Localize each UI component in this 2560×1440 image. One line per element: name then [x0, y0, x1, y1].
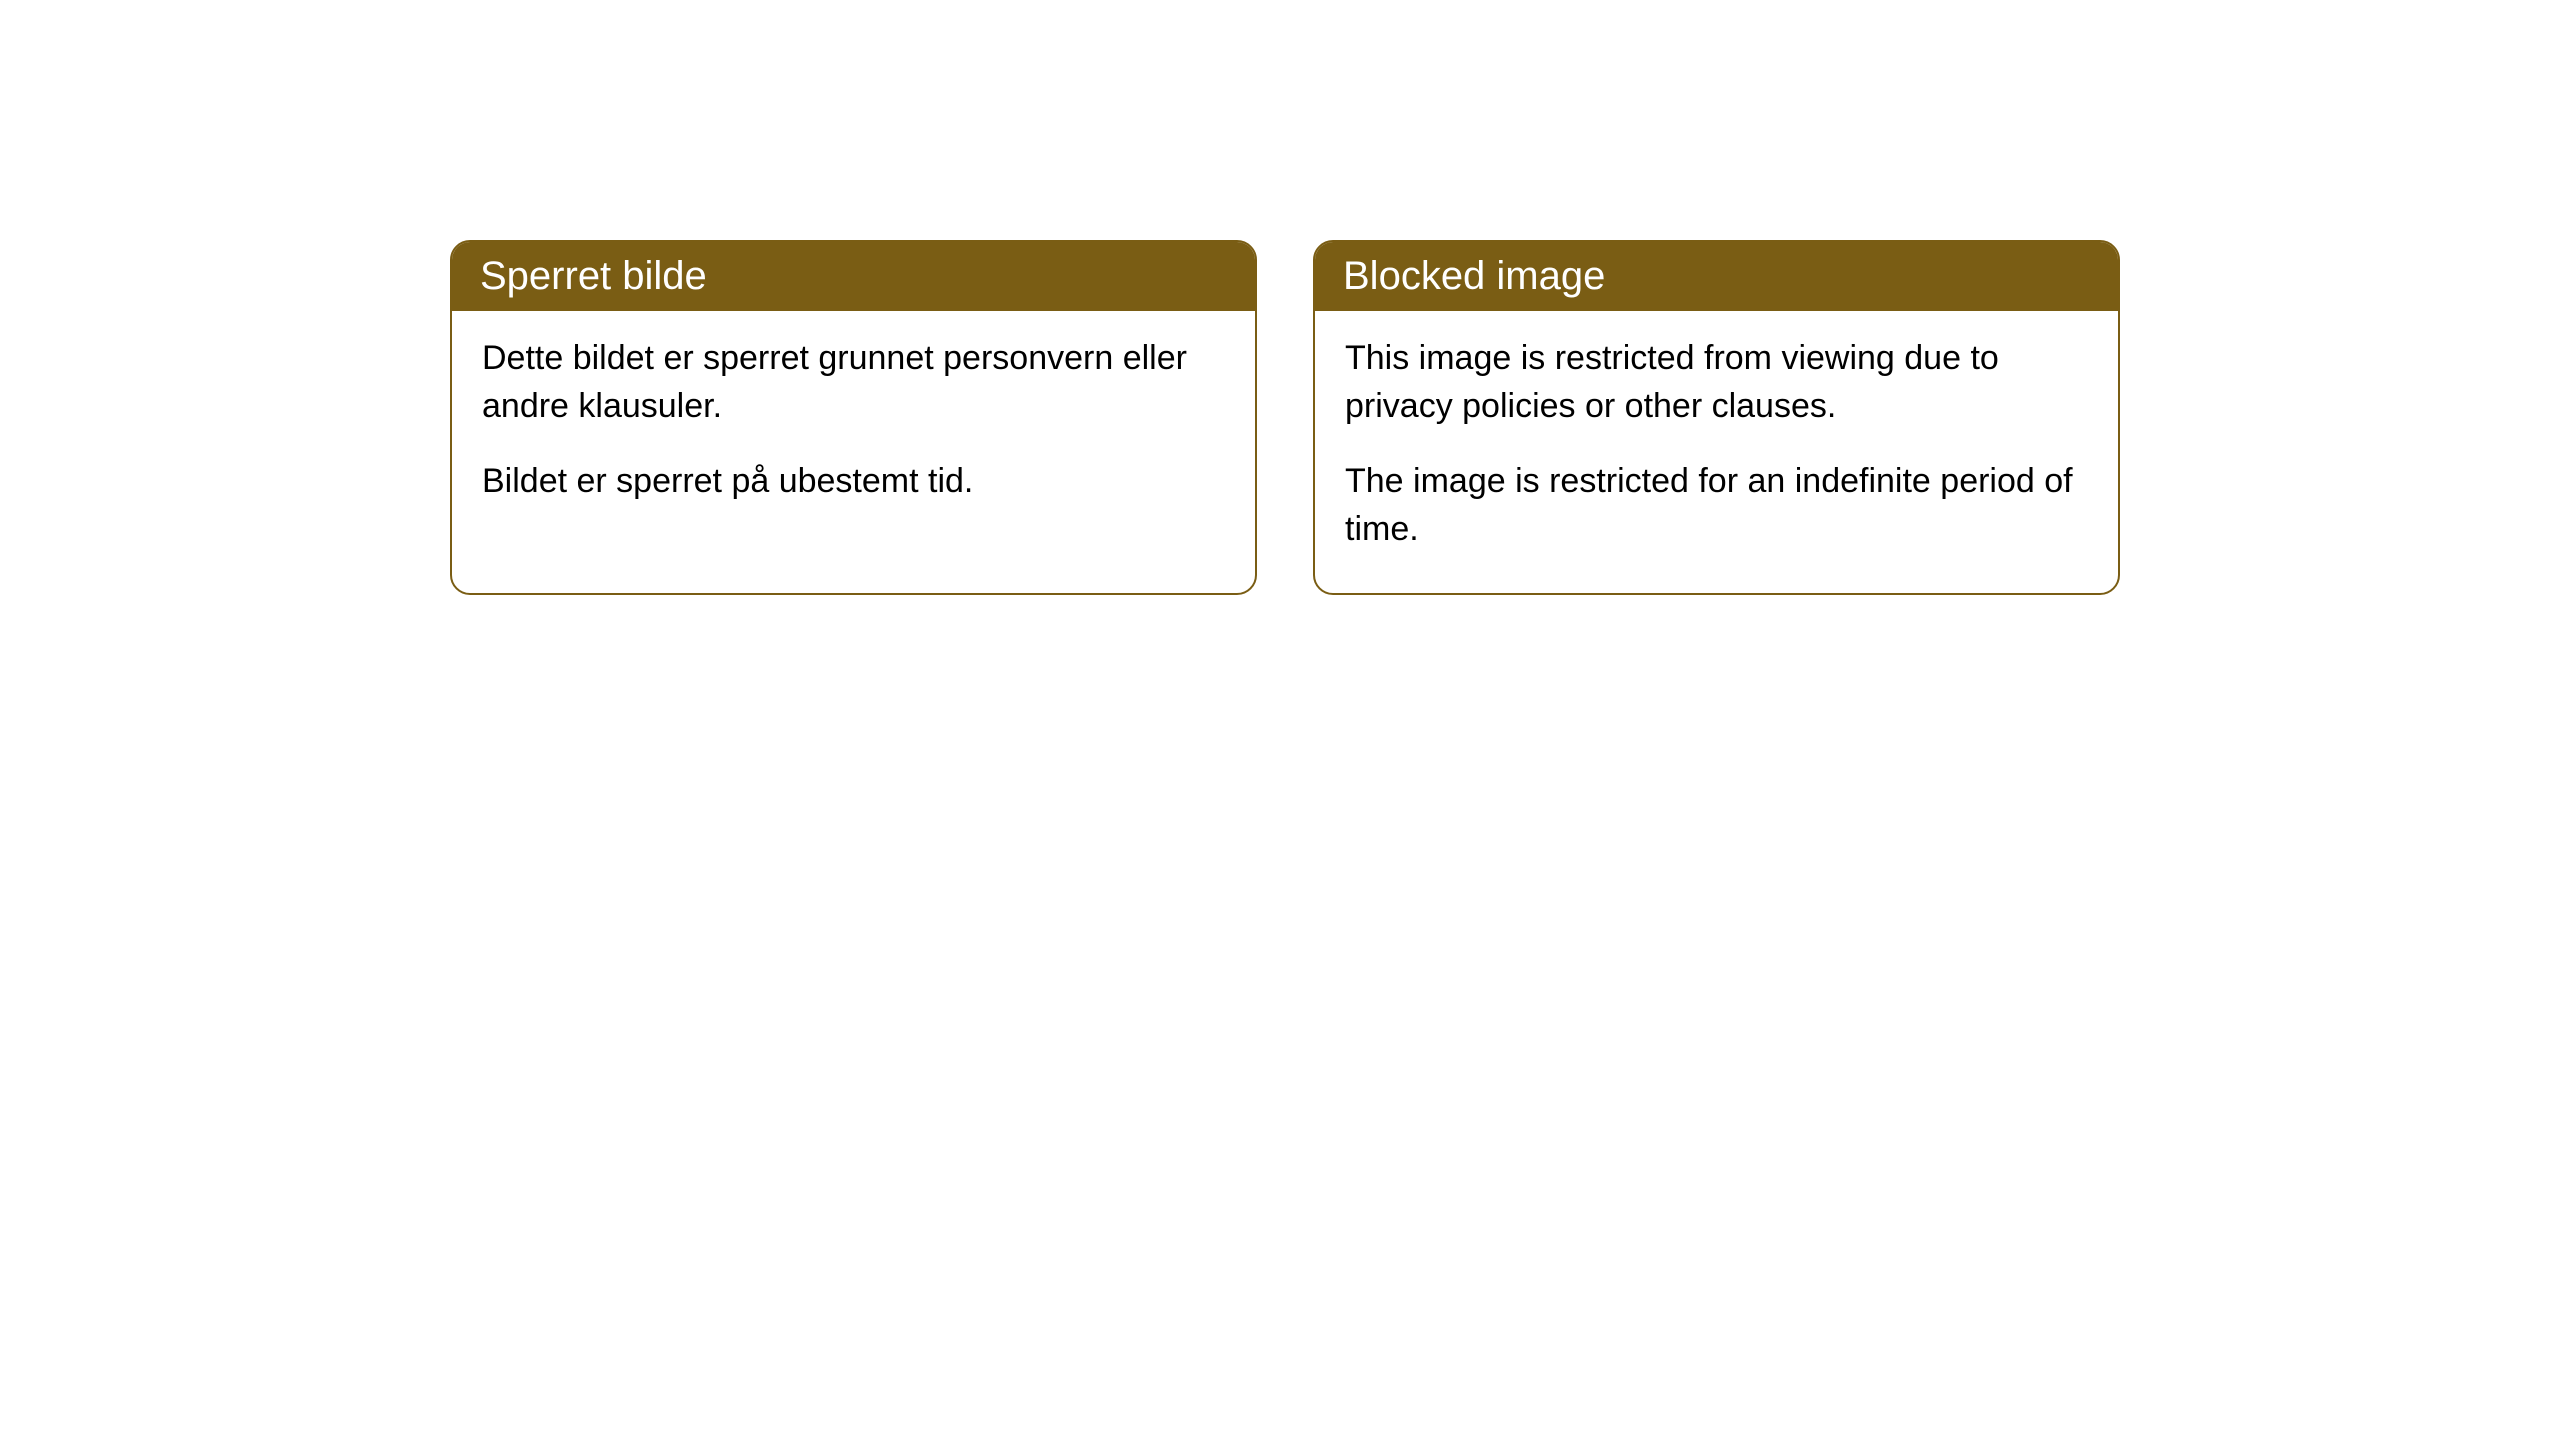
card-paragraph-1: Dette bildet er sperret grunnet personve…: [482, 335, 1225, 430]
card-paragraph-1: This image is restricted from viewing du…: [1345, 335, 2088, 430]
cards-container: Sperret bilde Dette bildet er sperret gr…: [450, 240, 2120, 595]
card-body-norwegian: Dette bildet er sperret grunnet personve…: [452, 311, 1255, 546]
card-paragraph-2: Bildet er sperret på ubestemt tid.: [482, 458, 1225, 506]
blocked-image-card-english: Blocked image This image is restricted f…: [1313, 240, 2120, 595]
blocked-image-card-norwegian: Sperret bilde Dette bildet er sperret gr…: [450, 240, 1257, 595]
card-header-english: Blocked image: [1315, 242, 2118, 311]
card-title: Blocked image: [1343, 254, 1605, 298]
card-title: Sperret bilde: [480, 254, 707, 298]
card-body-english: This image is restricted from viewing du…: [1315, 311, 2118, 593]
card-header-norwegian: Sperret bilde: [452, 242, 1255, 311]
card-paragraph-2: The image is restricted for an indefinit…: [1345, 458, 2088, 553]
